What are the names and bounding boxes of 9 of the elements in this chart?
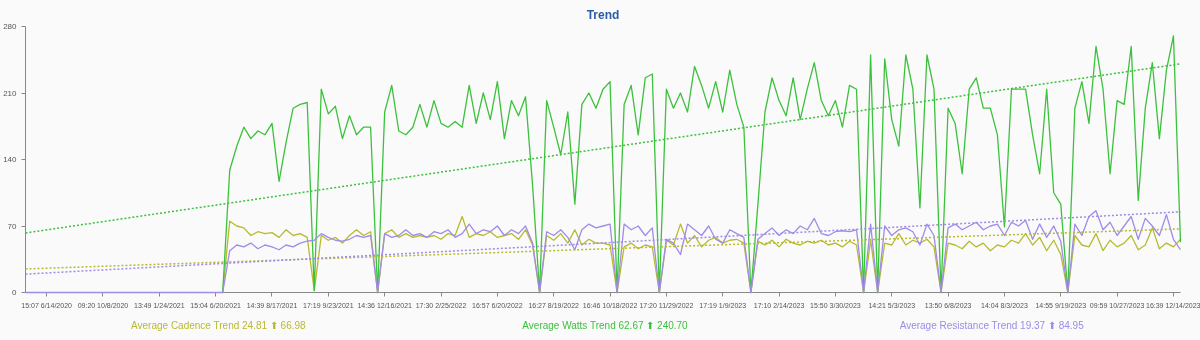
text: Average Cadence Trend 24.81 ⬆ 66.98 [130,319,307,333]
y-tick-label: 210 [3,88,18,98]
chart-title: Trend [586,7,620,22]
y-tick-label: 0 [12,288,18,297]
y-tick-label: 280 [3,22,18,31]
y-tick-label: 70 [7,221,18,231]
y-tick-label: 140 [3,155,18,164]
text: Average Watts Trend 62.67 ⬆ 240.70 [521,319,689,333]
text: Average Resistance Trend 19.37 ⬆ 84.95 [898,319,1085,333]
